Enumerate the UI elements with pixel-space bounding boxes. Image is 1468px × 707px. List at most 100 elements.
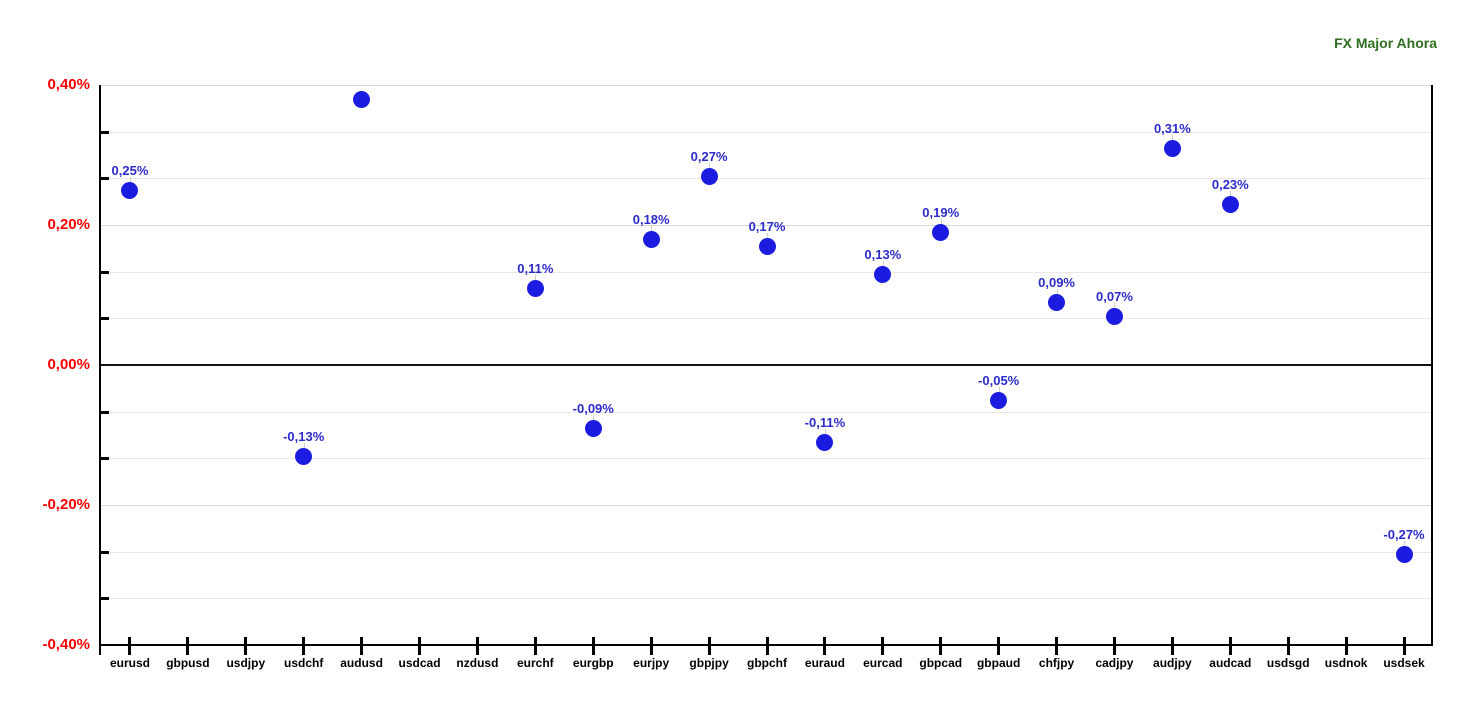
x-axis-label: usdcad bbox=[398, 656, 441, 670]
y-axis-minor-tick bbox=[101, 270, 109, 274]
minor-gridline bbox=[101, 411, 1433, 413]
y-axis-label: 0,20% bbox=[47, 216, 90, 233]
data-point bbox=[1163, 139, 1181, 157]
major-gridline bbox=[101, 85, 1433, 86]
y-axis-label: -0,20% bbox=[42, 496, 90, 513]
data-point bbox=[642, 230, 660, 248]
x-axis-label: gbpchf bbox=[747, 656, 787, 670]
x-axis-tick bbox=[823, 637, 827, 655]
x-axis-label: usdsek bbox=[1383, 656, 1425, 670]
x-axis-tick bbox=[1112, 637, 1116, 655]
data-point bbox=[816, 433, 834, 451]
point-value-label: 0,17% bbox=[748, 219, 786, 234]
x-axis-tick bbox=[765, 637, 769, 655]
x-axis-label: gbpcad bbox=[919, 656, 963, 670]
data-point bbox=[353, 90, 371, 108]
x-axis-label: audcad bbox=[1209, 656, 1252, 670]
data-point bbox=[700, 167, 718, 185]
x-axis-tick bbox=[881, 637, 885, 655]
data-point bbox=[526, 279, 544, 297]
x-axis-tick bbox=[1228, 637, 1232, 655]
point-value-label: 0,09% bbox=[1038, 275, 1075, 290]
x-axis-tick bbox=[475, 637, 479, 655]
x-axis-tick bbox=[1402, 637, 1406, 655]
data-point bbox=[932, 223, 950, 241]
point-value-label: 0,19% bbox=[922, 205, 960, 220]
minor-gridline bbox=[101, 458, 1433, 460]
data-point bbox=[990, 391, 1008, 409]
x-axis-label: eurjpy bbox=[633, 656, 670, 670]
point-value-label: 0,27% bbox=[690, 149, 728, 164]
x-axis-label: usdsgd bbox=[1266, 656, 1310, 670]
point-value-label: 0,23% bbox=[1211, 177, 1249, 192]
minor-gridline bbox=[101, 598, 1433, 600]
x-axis-label: eurgbp bbox=[572, 656, 614, 670]
x-axis-tick bbox=[997, 637, 1001, 655]
x-axis-label: audusd bbox=[340, 656, 383, 670]
minor-gridline bbox=[101, 271, 1433, 273]
x-axis-label: audjpy bbox=[1153, 656, 1192, 670]
point-value-label: 0,13% bbox=[864, 247, 902, 262]
data-point bbox=[584, 419, 602, 437]
x-axis-tick bbox=[533, 637, 537, 655]
point-value-label: 0,18% bbox=[632, 212, 670, 227]
point-value-label: -0,11% bbox=[804, 415, 846, 430]
point-value-label: 0,07% bbox=[1096, 289, 1133, 304]
x-axis-tick bbox=[707, 637, 711, 655]
data-point bbox=[874, 265, 892, 283]
x-axis-label: gbpusd bbox=[166, 656, 210, 670]
point-value-label: 0,11% bbox=[517, 261, 554, 276]
minor-gridline bbox=[101, 131, 1433, 133]
point-value-label: -0,13% bbox=[283, 429, 325, 444]
x-axis-label: eurusd bbox=[109, 656, 150, 670]
x-axis-tick bbox=[186, 637, 190, 655]
chart-title: FX Major Ahora bbox=[1334, 35, 1437, 51]
y-axis-line bbox=[99, 85, 101, 655]
y-axis-minor-tick bbox=[101, 317, 109, 321]
y-axis-minor-tick bbox=[101, 457, 109, 461]
x-axis-tick bbox=[1344, 637, 1348, 655]
point-value-label: -0,09% bbox=[572, 401, 614, 416]
point-value-label: 0,31% bbox=[1153, 121, 1191, 136]
data-point bbox=[1395, 545, 1413, 563]
minor-gridline bbox=[101, 551, 1433, 553]
x-axis-label: euraud bbox=[804, 656, 845, 670]
y-axis-label: 0,00% bbox=[47, 356, 90, 373]
y-axis-minor-tick bbox=[101, 597, 109, 601]
plot-area: 0,25% -0,13% 0,11% -0,09% 0,18% 0,27% 0,17% -0,… bbox=[101, 85, 1433, 645]
data-point bbox=[1048, 293, 1066, 311]
data-point bbox=[121, 181, 139, 199]
x-axis-tick bbox=[128, 637, 132, 655]
x-axis-label: usdchf bbox=[284, 656, 324, 670]
x-axis-tick bbox=[360, 637, 364, 655]
data-point bbox=[1105, 307, 1123, 325]
point-value-label: -0,27% bbox=[1383, 527, 1425, 542]
minor-gridline bbox=[101, 178, 1433, 180]
x-axis-label: gbpaud bbox=[976, 656, 1021, 670]
x-axis-tick bbox=[1055, 637, 1059, 655]
x-axis-tick bbox=[1170, 637, 1174, 655]
point-value-label: 0,25% bbox=[111, 163, 149, 178]
y-axis-label: 0,40% bbox=[47, 76, 90, 93]
data-point bbox=[758, 237, 776, 255]
major-gridline bbox=[101, 505, 1433, 506]
y-axis-minor-tick bbox=[101, 177, 109, 181]
y-axis-minor-tick bbox=[101, 550, 109, 554]
x-axis-label: usdjpy bbox=[226, 656, 266, 670]
y-axis-minor-tick bbox=[101, 410, 109, 414]
x-axis-label: eurchf bbox=[517, 656, 554, 670]
major-gridline bbox=[101, 225, 1433, 226]
minor-gridline bbox=[101, 318, 1433, 320]
y-axis-label: -0,40% bbox=[42, 636, 90, 653]
x-axis-tick bbox=[1286, 637, 1290, 655]
x-axis-tick bbox=[591, 637, 595, 655]
x-axis-tick bbox=[244, 637, 248, 655]
plot-right-border bbox=[1431, 85, 1433, 645]
data-point bbox=[1221, 195, 1239, 213]
point-value-label: -0,05% bbox=[978, 373, 1020, 388]
x-axis-label: eurcad bbox=[863, 656, 903, 670]
x-axis-label: nzdusd bbox=[456, 656, 499, 670]
x-axis-label: chfjpy bbox=[1038, 656, 1075, 670]
y-axis-minor-tick bbox=[101, 130, 109, 134]
